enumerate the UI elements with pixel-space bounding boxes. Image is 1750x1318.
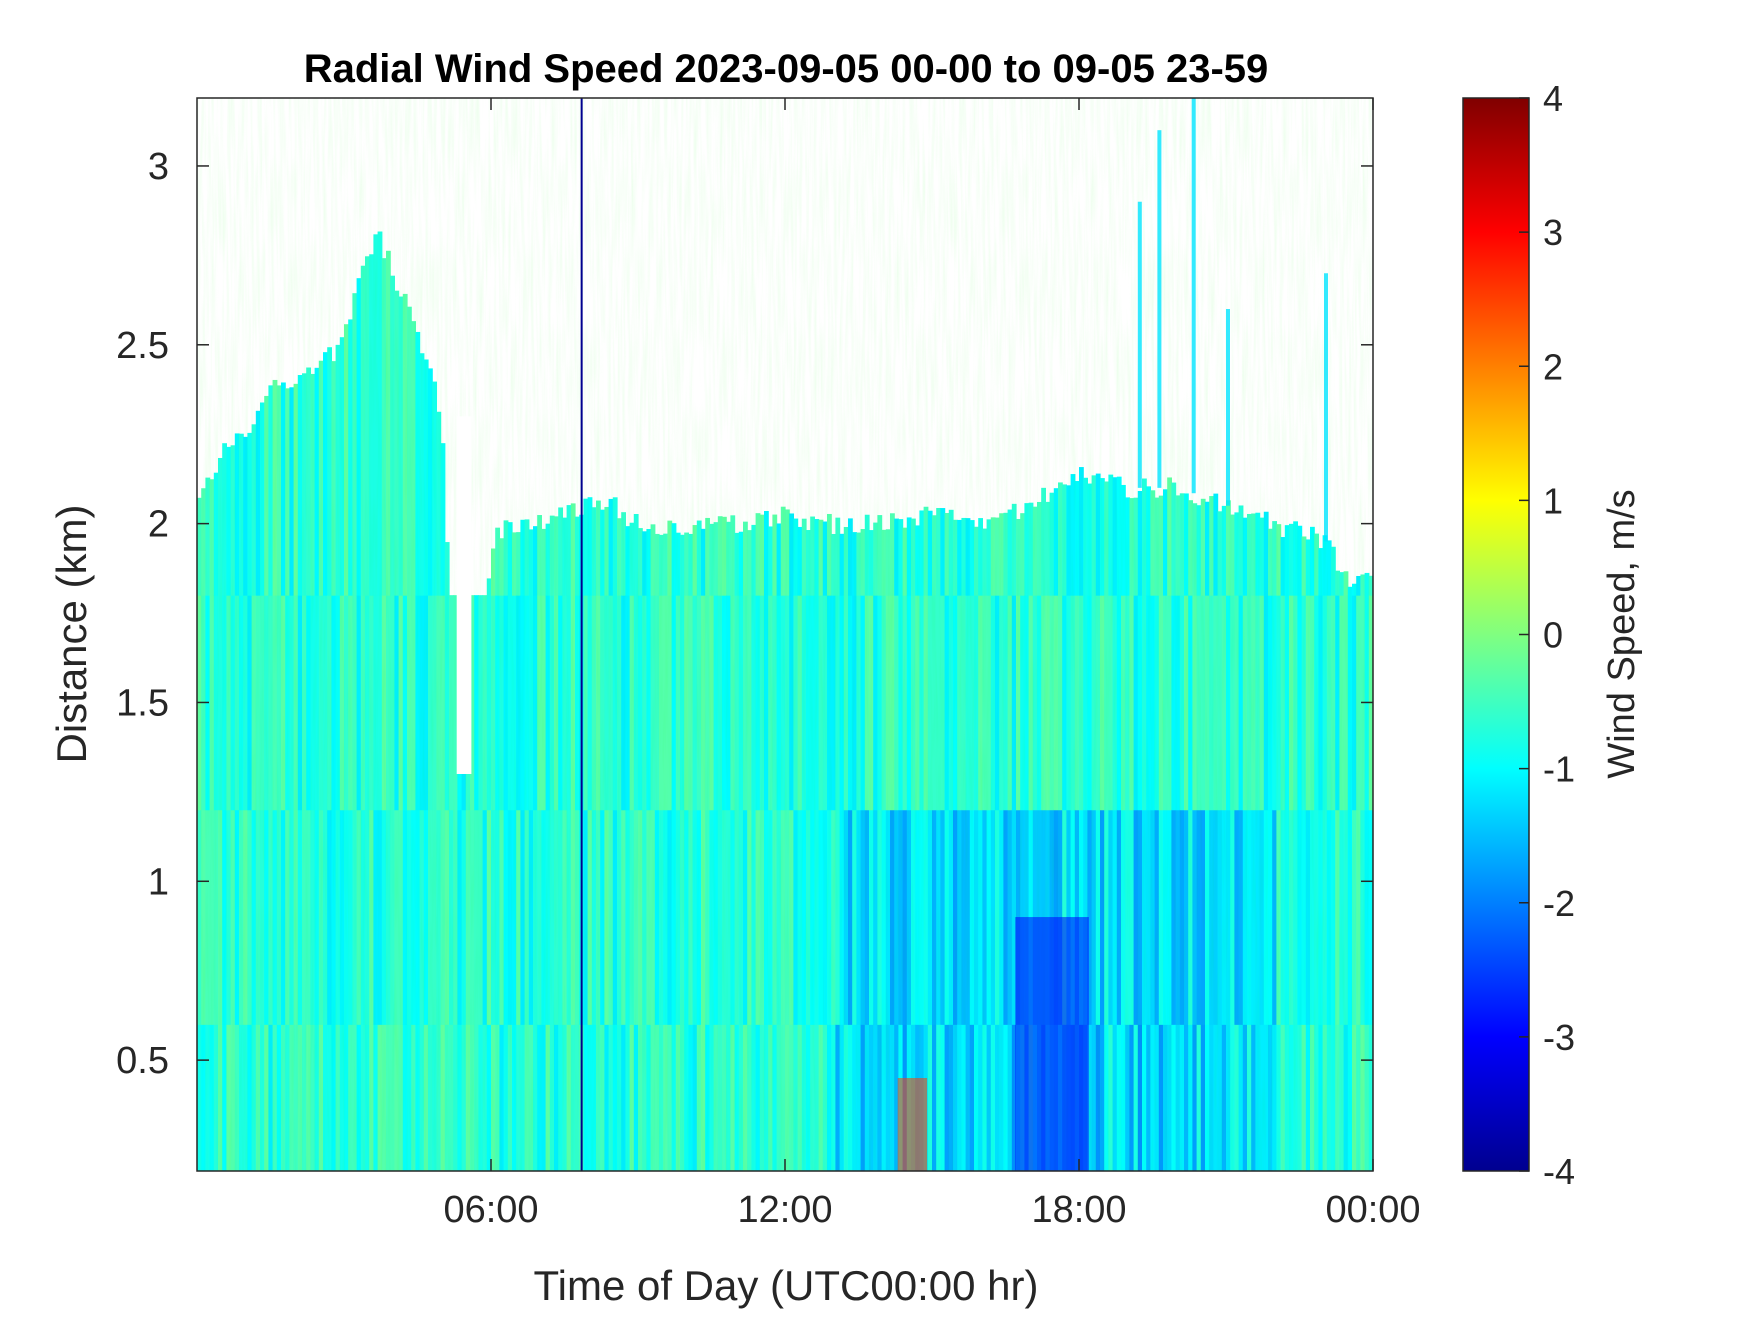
y-tick-label: 0.5 [116,1040,169,1082]
colorbar-tick-label: 2 [1543,346,1563,387]
y-tick-label: 2.5 [116,325,169,367]
plume-streak [1157,130,1162,488]
plume-streak [1137,201,1142,488]
streak-texture [197,98,1373,1171]
colorbar-tick-label: 4 [1543,78,1563,119]
colorbar-ticks: 4 3 2 1 0 -1 -2 -3 -4 [1519,78,1575,1192]
y-tick-label: 2 [148,504,169,546]
colorbar-tick-label: 3 [1543,212,1563,253]
x-tick-label: 18:00 [1031,1189,1126,1231]
colorbar-tick-label: -1 [1543,749,1575,790]
colorbar-tick-label: 0 [1543,615,1563,656]
plume-streak [1226,309,1230,506]
cloud-top-mask [456,98,1328,774]
colorbar-label: Wind Speed, m/s [1601,489,1643,778]
colorbar-tick-label: -3 [1543,1017,1575,1058]
wind-anomaly [1015,917,1089,1171]
colorbar [1462,97,1530,1172]
x-tick-label: 00:00 [1325,1189,1420,1231]
plume-streak [1324,273,1328,542]
plot-area [197,98,1373,1171]
y-axis-label: Distance (km) [48,504,95,763]
x-tick-label: 06:00 [443,1189,538,1231]
features-layer [580,98,1089,1171]
data-gap [456,416,472,774]
y-tick-label: 3 [148,146,169,188]
colorbar-tick-label: -4 [1543,1151,1575,1192]
chart-title: Radial Wind Speed 2023-09-05 00-00 to 09… [304,47,1269,91]
wind-anomaly [897,1078,928,1171]
y-tick-label: 1.5 [116,682,169,724]
x-tick-label: 12:00 [737,1189,832,1231]
colorbar-tick-label: 1 [1543,480,1563,521]
y-tick-label: 1 [148,861,169,903]
plume-streak [1191,98,1196,494]
x-axis-label: Time of Day (UTC00:00 hr) [534,1262,1039,1309]
colorbar-tick-label: -2 [1543,883,1575,924]
y-axis-ticks: 0.5 1 1.5 2 2.5 3 [116,146,1373,1082]
x-axis-ticks: 06:00 12:00 18:00 00:00 [443,98,1421,1231]
